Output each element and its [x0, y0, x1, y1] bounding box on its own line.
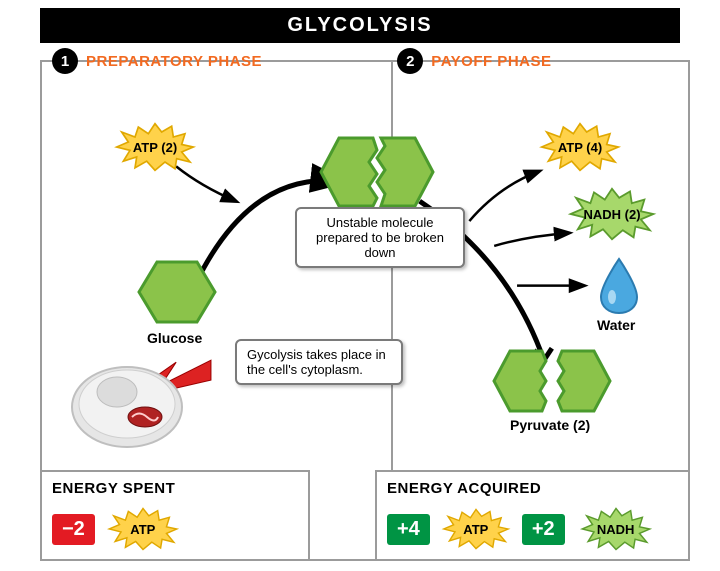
energy-acquired-box: ENERGY ACQUIRED +4 ATP +2 NADH — [375, 470, 690, 561]
unstable-callout: Unstable molecule prepared to be broken … — [295, 207, 465, 268]
cell-illustration — [67, 352, 187, 452]
phase-text-payoff: PAYOFF PHASE — [431, 53, 551, 70]
nadh-out-label: NADH (2) — [583, 207, 640, 222]
unstable-hex — [317, 132, 437, 217]
energy-acq-atp-label: ATP — [463, 522, 488, 537]
water-droplet — [597, 257, 641, 320]
phase-payoff: 2 PAYOFF PHASE — [397, 48, 551, 74]
unstable-text: Unstable molecule prepared to be broken … — [316, 215, 444, 260]
glucose-label: Glucose — [147, 330, 202, 346]
atp-out-burst: ATP (4) — [537, 122, 623, 172]
atp-in-label: ATP (2) — [133, 140, 177, 155]
title-text: GLYCOLYSIS — [287, 14, 432, 36]
energy-acq-nadh-burst: NADH — [575, 507, 657, 551]
cytoplasm-callout: Gycolysis takes place in the cell's cyto… — [235, 339, 403, 385]
nadh-out-burst: NADH (2) — [562, 187, 662, 241]
atp-in-burst: ATP (2) — [112, 122, 198, 172]
phase-badge-1: 1 — [52, 48, 78, 74]
energy-spent-value: −2 — [52, 514, 95, 545]
pyruvate-hex — [492, 347, 612, 420]
phase-text-prep: PREPARATORY PHASE — [86, 53, 262, 70]
phase-badge-2: 2 — [397, 48, 423, 74]
cytoplasm-text: Gycolysis takes place in the cell's cyto… — [247, 347, 386, 377]
energy-spent-atp-label: ATP — [130, 522, 155, 537]
energy-acq-nadh-label: NADH — [597, 522, 635, 537]
energy-acq-atp-value: +4 — [387, 514, 430, 545]
energy-spent-box: ENERGY SPENT −2 ATP — [40, 470, 310, 561]
energy-acquired-title: ENERGY ACQUIRED — [387, 480, 678, 497]
atp-out-label: ATP (4) — [558, 140, 602, 155]
phase-num-1: 1 — [61, 53, 69, 70]
energy-acq-nadh-value: +2 — [522, 514, 565, 545]
pyruvate-label: Pyruvate (2) — [510, 417, 590, 433]
energy-spent-atp-burst: ATP — [105, 507, 181, 551]
energy-acq-atp-burst: ATP — [440, 508, 512, 550]
energy-spent-title: ENERGY SPENT — [52, 480, 298, 497]
diagram-frame: 1 PREPARATORY PHASE 2 PAYOFF PHASE ATP (… — [40, 60, 690, 561]
glucose-hex — [137, 257, 217, 332]
water-label: Water — [597, 317, 635, 333]
title-bar: GLYCOLYSIS — [40, 8, 680, 43]
phase-preparatory: 1 PREPARATORY PHASE — [52, 48, 262, 74]
phase-num-2: 2 — [406, 53, 414, 70]
